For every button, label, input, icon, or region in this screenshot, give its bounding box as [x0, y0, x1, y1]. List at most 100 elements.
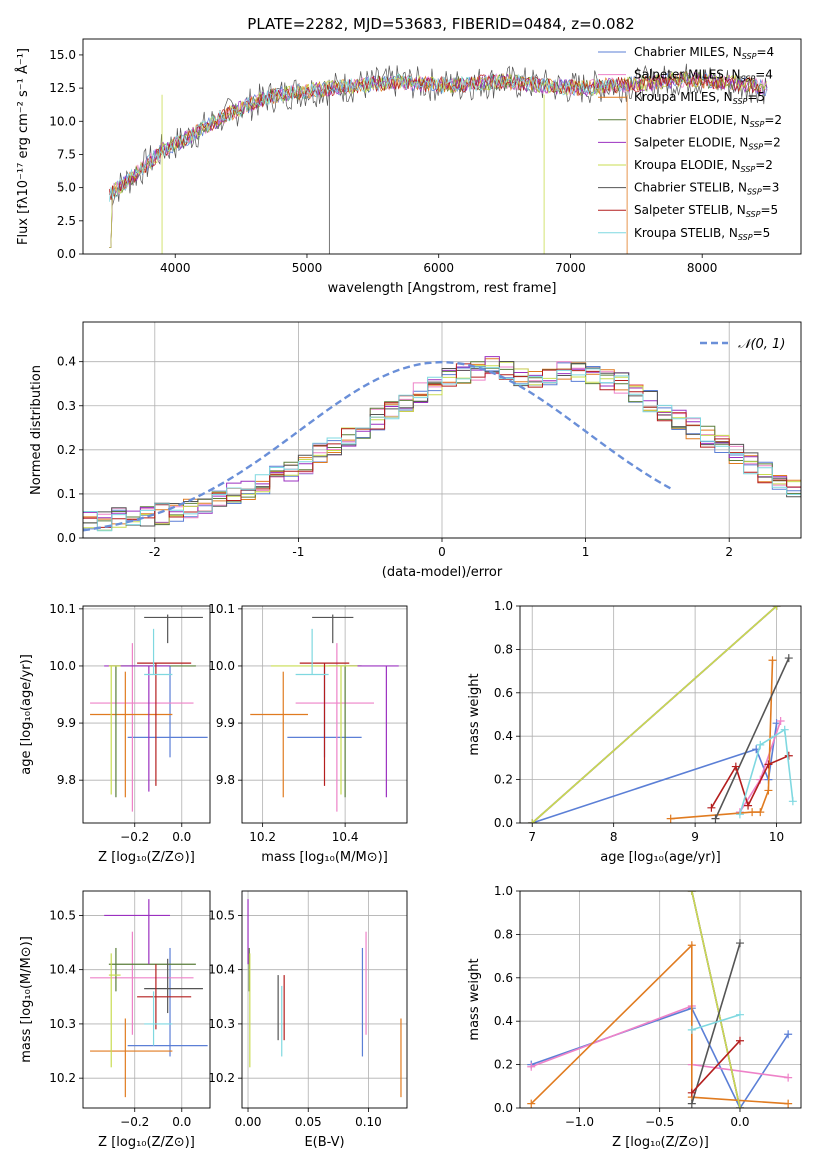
x-tick-label: −1.0: [565, 1115, 594, 1129]
axes-frame: [82, 605, 211, 824]
legend-label: Salpeter MILES, NSSP=4: [634, 68, 773, 84]
y-tick-label: 0.4: [57, 355, 76, 369]
y-tick-label: 0.0: [494, 816, 513, 830]
series-line: [691, 1040, 741, 1094]
x-axis-label: Z [log₁₀(Z/Z⊙)]: [98, 1135, 195, 1150]
legend-label: 𝒩(0, 1): [738, 337, 785, 352]
series-marker: [731, 762, 740, 771]
axes-frame: [241, 890, 408, 1109]
series-marker: [735, 1104, 744, 1108]
x-axis-label: wavelength [Angstrom, rest frame]: [328, 281, 557, 296]
series-marker: [687, 1099, 696, 1108]
series-marker: [784, 1099, 793, 1108]
y-tick-label: 9.9: [216, 716, 235, 730]
chart-2: -2 -1 0 1 2 0.0 0.1 0.2 0.3 0.4 (data-model)/error…: [29, 321, 802, 580]
y-tick-label: 0.0: [57, 531, 76, 545]
chart-6: −0.2 0.0 10.2 10.3 10.4 10.5 Z [log₁₀(Z/Z⊙)] ma…: [19, 890, 211, 1150]
y-tick-label: 0.8: [494, 927, 513, 941]
y-tick-label: 0.6: [494, 971, 513, 985]
axes-frame: [82, 321, 802, 539]
x-tick-label: 4000: [160, 261, 191, 275]
y-tick-label: 12.5: [49, 81, 76, 95]
x-tick-label: 7: [528, 830, 536, 844]
legend-label: Chabrier ELODIE, NSSP=2: [634, 113, 782, 129]
histogram-series: [83, 361, 801, 531]
series-marker: [735, 1036, 744, 1045]
x-tick-label: 0.0: [172, 1115, 191, 1129]
series-marker: [735, 810, 744, 819]
series-marker: [735, 1010, 744, 1019]
series-marker: [776, 717, 785, 726]
y-tick-label: 10.0: [49, 659, 76, 673]
x-tick-label: 1: [582, 545, 590, 559]
spectrum-line: [109, 70, 768, 248]
y-axis-label: mass weight: [467, 673, 482, 755]
y-tick-label: 10.2: [49, 1071, 76, 1085]
y-tick-label: 0.2: [57, 443, 76, 457]
y-tick-label: 9.8: [216, 773, 235, 787]
series-marker: [784, 1073, 793, 1082]
y-tick-label: 2.5: [57, 214, 76, 228]
y-tick-label: 10.1: [49, 602, 76, 616]
y-tick-label: 0.4: [494, 1014, 513, 1028]
x-axis-label: E(B-V): [304, 1135, 344, 1150]
spectrum-line: [108, 73, 624, 202]
chart-1: 4000 5000 6000 7000 8000 0.0 2.5 5.0 7.5 10.0 12.5…: [15, 38, 802, 296]
y-tick-label: 0.4: [494, 729, 513, 743]
series-line: [739, 728, 794, 815]
series-marker: [756, 808, 765, 817]
y-tick-label: 9.8: [57, 773, 76, 787]
series-marker: [527, 1062, 536, 1071]
chart-4: 10.2 10.4 9.8 9.9 10.0 10.1 mass [log₁₀(M/M⊙)]: [208, 602, 408, 865]
series-line: [531, 606, 778, 823]
x-axis-label: Z [log₁₀(Z/Z⊙)]: [612, 1135, 709, 1150]
y-tick-label: 0.8: [494, 642, 513, 656]
y-tick-label: 1.0: [494, 884, 513, 898]
series-marker: [527, 1099, 536, 1108]
y-axis-label: mass weight: [467, 958, 482, 1040]
histogram-series: [83, 358, 801, 525]
x-tick-label: 5000: [292, 261, 323, 275]
y-tick-label: 0.3: [57, 399, 76, 413]
axes-frame: [241, 605, 408, 824]
series-line: [714, 657, 790, 820]
normal-curve: [83, 360, 673, 532]
y-tick-label: 10.3: [49, 1017, 76, 1031]
series-line: [691, 942, 741, 1104]
y-tick-label: 10.4: [49, 963, 76, 977]
legend-label: Kroupa MILES, NSSP=5: [634, 90, 765, 106]
series-marker: [687, 941, 696, 950]
series-marker: [748, 808, 757, 817]
series-line: [530, 943, 789, 1105]
x-tick-label: 9: [691, 830, 699, 844]
x-tick-label: 0.05: [295, 1115, 322, 1129]
series-marker: [788, 797, 797, 806]
x-tick-label: −0.2: [120, 830, 149, 844]
axes-frame: [519, 605, 802, 824]
series-line: [531, 723, 778, 823]
series-marker: [528, 819, 537, 823]
chart-7: 0.00 0.05 0.10 10.2 10.3 10.4 10.5 E(B-V): [208, 890, 408, 1150]
legend-label: Kroupa ELODIE, NSSP=2: [634, 158, 773, 174]
series-marker: [707, 803, 716, 812]
series-marker: [687, 1025, 696, 1034]
y-tick-label: 0.1: [57, 487, 76, 501]
axes-frame: [82, 890, 211, 1109]
y-axis-label: Normed distribution: [29, 365, 44, 495]
y-tick-label: 0.2: [494, 1058, 513, 1072]
x-tick-label: 10: [769, 830, 784, 844]
legend-label: Chabrier MILES, NSSP=4: [634, 45, 774, 61]
x-tick-label: 0.10: [355, 1115, 382, 1129]
figure-title: PLATE=2282, MJD=53683, FIBERID=0484, z=0…: [247, 15, 634, 33]
x-tick-label: −0.5: [645, 1115, 674, 1129]
series-marker: [687, 891, 696, 895]
series-marker: [687, 1088, 696, 1097]
x-tick-label: 0.0: [730, 1115, 749, 1129]
series-marker: [711, 814, 720, 823]
y-tick-label: 10.4: [208, 963, 235, 977]
legend-label: Chabrier STELIB, NSSP=3: [634, 181, 779, 197]
histogram-series: [83, 363, 801, 528]
y-tick-label: 0.2: [494, 773, 513, 787]
x-tick-label: 10.4: [332, 830, 359, 844]
series-marker: [756, 740, 765, 749]
